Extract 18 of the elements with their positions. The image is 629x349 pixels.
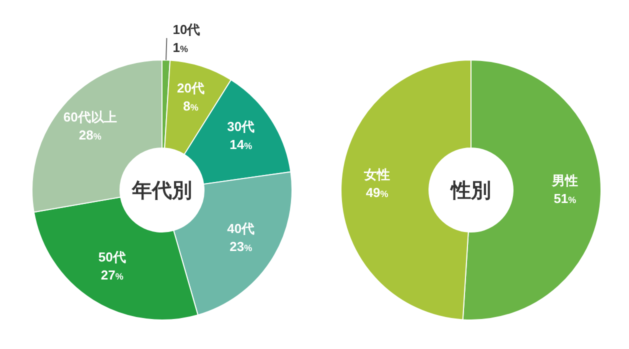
data-label: 51% [554, 190, 576, 206]
slice-label: 20代 [177, 80, 205, 96]
data-label: 23% [230, 239, 252, 254]
slice-label: 男性 [550, 172, 578, 188]
slice-label: 40代 [227, 221, 255, 236]
slice-label: 女性 [363, 167, 390, 182]
text: 年代別 [131, 180, 192, 202]
slice-label: 10代 [172, 22, 200, 38]
data-label: 49% [366, 185, 388, 200]
data-label: 14% [230, 136, 252, 152]
slice-label: 50代 [98, 250, 126, 265]
data-label: 28% [78, 127, 102, 142]
text: 性別 [449, 180, 491, 202]
slice-label: 60代以上 [63, 109, 117, 124]
data-label: 1% [172, 40, 188, 56]
slice-label: 30代 [227, 118, 255, 134]
data-label: 27% [100, 268, 124, 283]
data-label: 8% [183, 98, 198, 114]
